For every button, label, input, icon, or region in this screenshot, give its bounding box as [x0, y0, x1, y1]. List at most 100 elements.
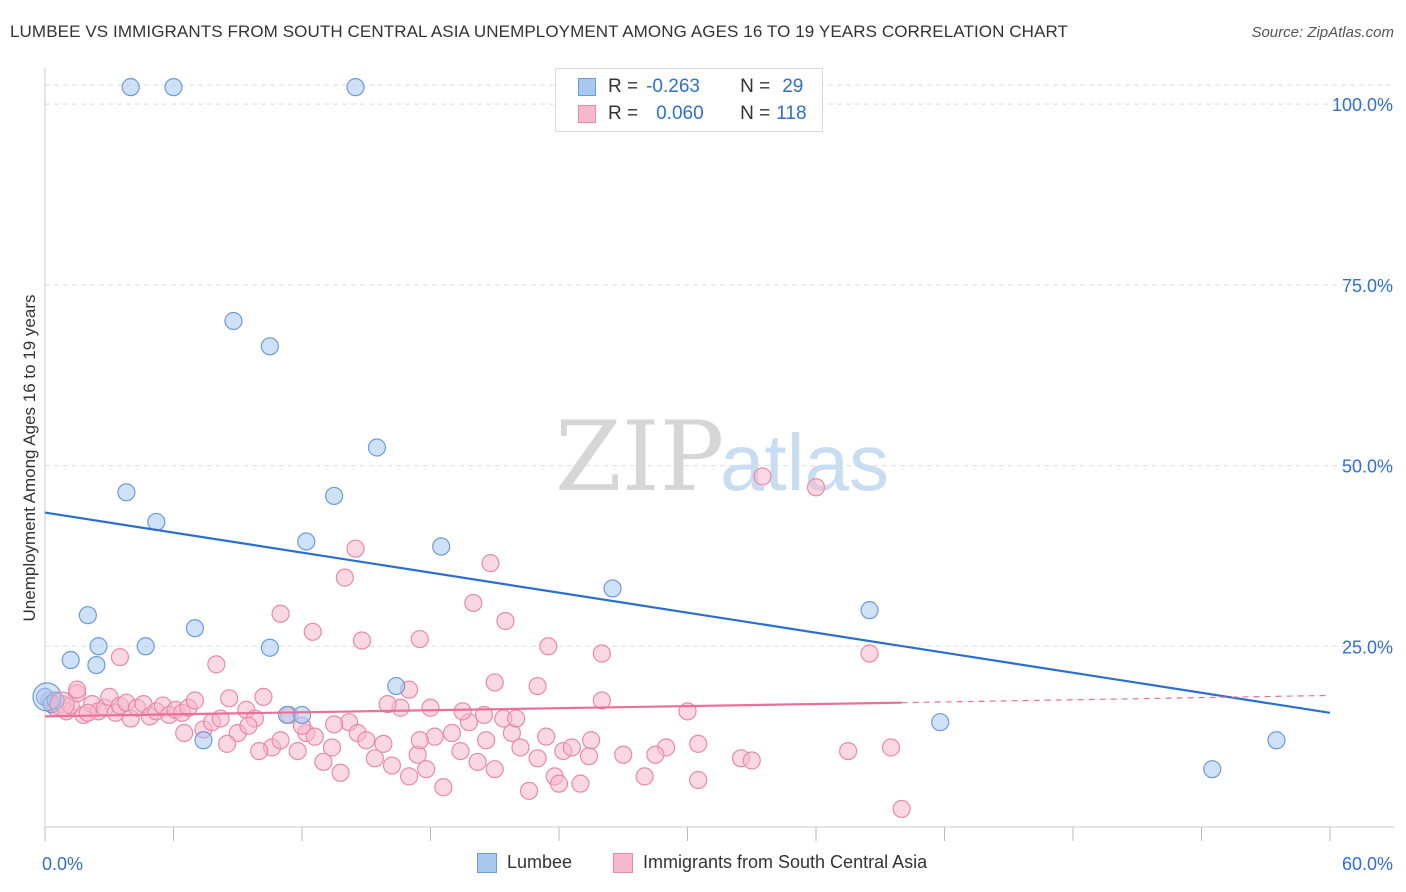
immigrants-point: [496, 611, 515, 631]
series-legend: Lumbee Immigrants from South Central Asi…: [0, 852, 1406, 876]
immigrants-point: [485, 760, 504, 779]
immigrants-point: [271, 731, 290, 750]
legend-r-value-lumbee: -0.263: [646, 76, 700, 97]
immigrants-point: [742, 751, 761, 770]
legend-n-label: N =: [740, 76, 771, 97]
immigrants-point: [753, 467, 772, 486]
immigrants-point: [477, 731, 496, 750]
legend-n-value-immigrants: 118: [776, 103, 807, 124]
immigrants-point: [378, 695, 397, 714]
immigrants-point: [410, 629, 429, 649]
immigrants-point-large: [49, 691, 75, 717]
immigrants-trend-line: [44, 701, 902, 718]
gridlines: [45, 84, 1395, 647]
legend-swatch-lumbee: [578, 78, 596, 96]
y-tick-label: 75.0%: [1342, 276, 1393, 296]
lumbee-point: [603, 579, 622, 598]
immigrants-point: [474, 705, 494, 725]
series-legend-immigrants: Immigrants from South Central Asia: [613, 852, 927, 873]
immigrants-point: [511, 738, 530, 757]
lumbee-point-large: [32, 682, 62, 712]
immigrants-point: [322, 738, 342, 757]
immigrants-point: [689, 770, 708, 790]
immigrants-point: [549, 774, 569, 793]
x-tick-label: 0.0%: [42, 854, 83, 874]
immigrants-point: [399, 767, 419, 786]
y-tick-label: 100.0%: [1332, 95, 1393, 115]
legend-row-lumbee: R = -0.263 N = 29: [578, 75, 803, 99]
series-legend-lumbee: Lumbee: [477, 852, 572, 873]
immigrants-point: [425, 727, 444, 746]
immigrants-point: [481, 554, 500, 573]
legend-swatch-immigrants: [578, 105, 596, 123]
lumbee-point: [164, 78, 183, 97]
watermark: ZIP atlas: [555, 401, 889, 513]
watermark-zip: ZIP: [555, 401, 724, 513]
lumbee-point: [46, 691, 65, 710]
lumbee-point: [931, 713, 950, 732]
legend-r-label: R =: [608, 76, 639, 97]
immigrants-point: [239, 716, 258, 735]
immigrants-point: [519, 781, 539, 800]
immigrants-point: [175, 723, 194, 743]
lumbee-point: [367, 438, 387, 457]
lumbee-point: [117, 483, 136, 502]
y-axis-label: Unemployment Among Ages 16 to 19 years: [20, 294, 39, 622]
immigrants-point: [417, 760, 436, 779]
lumbee-point: [87, 655, 106, 675]
immigrants-point: [207, 655, 226, 674]
immigrants-point: [434, 778, 453, 797]
immigrants-point: [464, 593, 483, 613]
immigrants-point: [507, 709, 526, 728]
immigrants-point: [646, 745, 665, 764]
immigrants-point: [335, 568, 354, 587]
immigrants-point: [562, 738, 581, 757]
immigrants-point: [303, 622, 322, 641]
immigrants-point: [485, 673, 504, 692]
legend-r-value-immigrants: 0.060: [656, 103, 704, 124]
legend-r-label: R =: [608, 103, 639, 124]
immigrants-point: [357, 731, 376, 750]
lumbee-point: [387, 676, 406, 696]
immigrants-point: [571, 774, 590, 793]
immigrants-point: [254, 687, 273, 706]
immigrants-point: [453, 702, 472, 721]
immigrants-trend-extension: [901, 694, 1331, 704]
immigrants-point: [220, 689, 239, 708]
immigrants-point: [271, 604, 290, 623]
lumbee-point: [1203, 760, 1222, 779]
immigrants-point: [582, 731, 601, 750]
watermark-atlas: atlas: [720, 418, 889, 507]
tick-labels: 25.0% 50.0% 75.0% 100.0% 0.0% 60.0%: [42, 95, 1393, 874]
lumbee-point: [260, 638, 279, 657]
series-swatch-lumbee: [477, 852, 497, 873]
immigrants-point: [410, 731, 429, 750]
lumbee-point: [325, 486, 344, 506]
lumbee-point: [136, 637, 155, 656]
immigrants-point: [382, 756, 402, 775]
immigrants-point: [110, 648, 130, 667]
immigrants-point: [539, 637, 558, 656]
lumbee-point: [1267, 731, 1286, 750]
x-tick-label: 60.0%: [1342, 854, 1393, 874]
immigrants-point: [881, 738, 901, 757]
immigrants-point: [185, 691, 205, 710]
lumbee-point: [78, 606, 97, 625]
immigrants-point: [68, 680, 87, 699]
lumbee-trend-line: [44, 511, 1331, 714]
immigrants-point: [314, 752, 333, 772]
immigrants-point: [442, 723, 462, 743]
series-swatch-immigrants: [613, 852, 633, 873]
immigrants-point: [78, 703, 97, 722]
lumbee-point: [224, 311, 243, 331]
series-label-lumbee: Lumbee: [507, 852, 573, 872]
legend-n-value-lumbee: 29: [782, 76, 804, 97]
immigrants-point: [374, 734, 393, 753]
immigrants-point: [635, 767, 654, 786]
immigrants-point: [839, 741, 858, 761]
lumbee-point: [346, 78, 365, 97]
immigrants-point: [689, 734, 708, 753]
immigrants-point: [217, 734, 237, 753]
immigrants-point: [468, 752, 487, 772]
